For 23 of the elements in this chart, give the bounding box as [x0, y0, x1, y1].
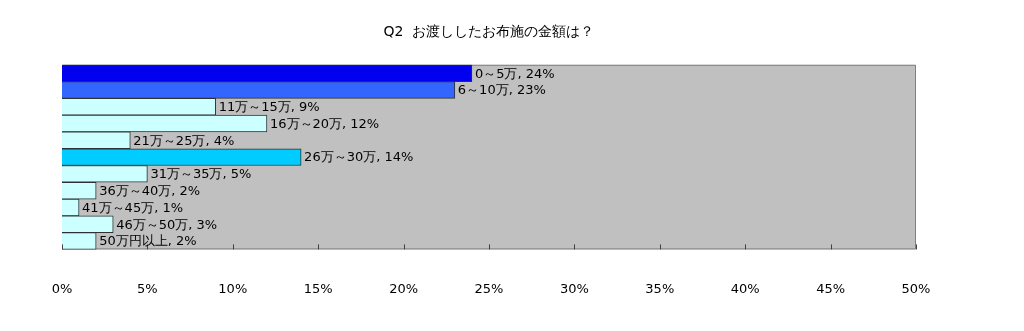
data-label: 36万～40万, 2%: [99, 183, 201, 199]
data-label: 41万～45万, 1%: [82, 199, 184, 215]
data-label: 26万～30万, 14%: [304, 149, 414, 165]
data-label: 0～5万, 24%: [474, 65, 555, 81]
x-tick-label: 15%: [303, 280, 333, 296]
data-label: 50万円以上, 2%: [99, 233, 197, 249]
data-label: 16万～20万, 12%: [269, 115, 380, 131]
x-tick-label: 50%: [901, 280, 931, 296]
data-label: 46万～50万, 3%: [116, 216, 218, 232]
data-label: 11万～15万, 9%: [218, 99, 320, 115]
data-label: 21万～25万, 4%: [133, 132, 235, 148]
x-tick-label: 10%: [218, 280, 248, 296]
x-tick-label: 45%: [816, 280, 846, 296]
chart-title: Q2 お渡ししたお布施の金額は？: [383, 23, 595, 40]
x-tick-label: 5%: [137, 280, 158, 296]
x-tick-label: 0%: [51, 280, 73, 296]
x-tick-label: 30%: [559, 280, 589, 296]
x-tick-label: 40%: [730, 280, 760, 296]
x-tick-label: 25%: [474, 280, 504, 296]
x-tick-label: 20%: [389, 280, 419, 296]
data-label: 6～10万, 23%: [457, 82, 546, 98]
data-label: 31万～35万, 5%: [150, 166, 252, 182]
x-tick-label: 35%: [645, 280, 675, 296]
